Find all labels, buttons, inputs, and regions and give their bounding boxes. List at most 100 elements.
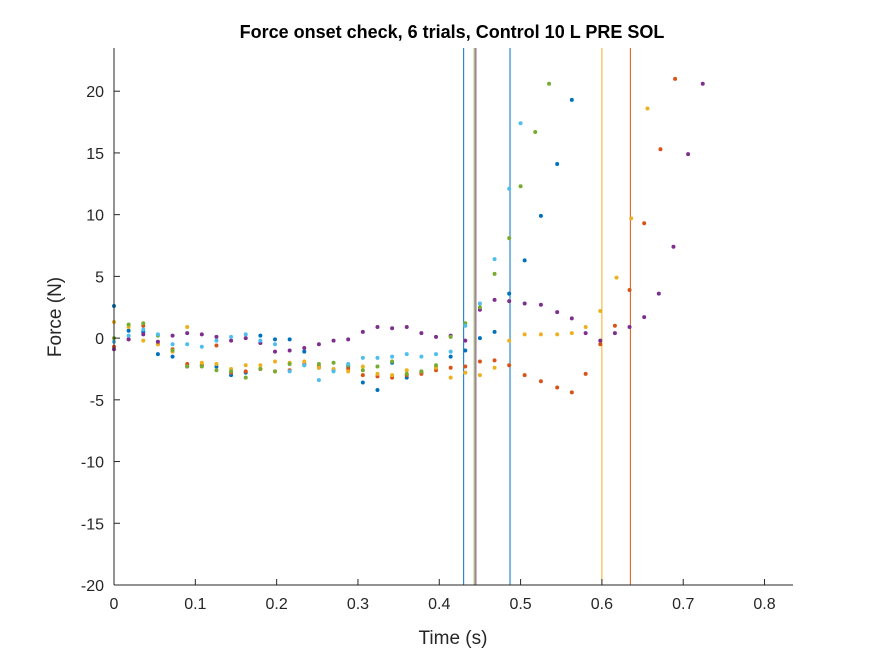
data-point xyxy=(533,129,538,134)
data-point xyxy=(170,342,175,347)
data-point xyxy=(522,301,527,306)
data-point xyxy=(538,302,543,307)
data-point xyxy=(612,331,617,336)
data-points-layer xyxy=(112,76,705,395)
data-point xyxy=(214,334,219,339)
data-point xyxy=(302,345,307,350)
data-point xyxy=(141,338,146,343)
data-point xyxy=(287,369,292,374)
data-point xyxy=(199,360,204,365)
data-point xyxy=(375,371,380,376)
data-point xyxy=(346,337,351,342)
data-point xyxy=(477,359,482,364)
data-point xyxy=(404,371,409,376)
y-tick-label: -5 xyxy=(90,393,104,410)
data-point xyxy=(155,339,160,344)
data-point xyxy=(273,359,278,364)
data-point xyxy=(346,369,351,374)
data-point xyxy=(141,327,146,332)
data-point xyxy=(243,332,248,337)
data-point xyxy=(507,291,512,296)
data-point xyxy=(507,363,512,368)
data-point xyxy=(477,301,482,306)
data-point xyxy=(598,342,603,347)
data-point xyxy=(360,355,365,360)
axes-layer xyxy=(113,48,793,586)
x-tick-label: 0.7 xyxy=(672,596,694,613)
data-point xyxy=(522,332,527,337)
data-point xyxy=(258,366,263,371)
data-point xyxy=(214,362,219,367)
data-point xyxy=(492,358,497,363)
y-tick-label: 15 xyxy=(86,146,104,163)
y-tick-label: -15 xyxy=(81,516,104,533)
data-point xyxy=(598,308,603,313)
x-tick-label: 0.4 xyxy=(428,596,450,613)
data-point xyxy=(538,379,543,384)
x-tick-label: 0.3 xyxy=(347,596,369,613)
data-point xyxy=(419,369,424,374)
series-4 xyxy=(112,81,705,354)
data-point xyxy=(229,334,234,339)
data-point xyxy=(522,373,527,378)
data-point xyxy=(583,324,588,329)
y-tick-label: 5 xyxy=(95,269,104,286)
data-point xyxy=(185,331,190,336)
data-point xyxy=(463,348,468,353)
data-point xyxy=(360,368,365,373)
data-point xyxy=(360,364,365,369)
data-point xyxy=(434,352,439,357)
data-point xyxy=(316,362,321,367)
data-point xyxy=(583,371,588,376)
data-point xyxy=(463,364,468,369)
data-point xyxy=(390,326,395,331)
data-point xyxy=(302,363,307,368)
x-tick-label: 0.8 xyxy=(753,596,775,613)
data-point xyxy=(390,373,395,378)
x-tick-label: 0 xyxy=(110,596,119,613)
data-point xyxy=(492,329,497,334)
data-point xyxy=(390,354,395,359)
data-point xyxy=(434,334,439,339)
y-tick-label: -10 xyxy=(81,455,104,472)
data-point xyxy=(126,333,131,338)
x-tick-label: 0.1 xyxy=(184,596,206,613)
data-point xyxy=(448,375,453,380)
data-point xyxy=(126,328,131,333)
data-point xyxy=(555,385,560,390)
data-point xyxy=(448,354,453,359)
data-point xyxy=(434,363,439,368)
data-point xyxy=(155,332,160,337)
data-point xyxy=(477,373,482,378)
data-point xyxy=(492,271,497,276)
data-point xyxy=(583,331,588,336)
data-point xyxy=(170,354,175,359)
data-point xyxy=(547,81,552,86)
data-point xyxy=(477,305,482,310)
data-point xyxy=(522,258,527,263)
data-point xyxy=(507,236,512,241)
data-point xyxy=(404,368,409,373)
data-point xyxy=(612,323,617,328)
plot-area xyxy=(114,48,793,585)
data-point xyxy=(375,324,380,329)
data-point xyxy=(243,363,248,368)
data-point xyxy=(243,369,248,374)
data-point xyxy=(492,257,497,262)
data-point xyxy=(569,97,574,102)
data-point xyxy=(538,213,543,218)
data-point xyxy=(141,321,146,326)
data-point xyxy=(658,147,663,152)
data-point xyxy=(302,349,307,354)
data-point xyxy=(629,216,634,221)
data-point xyxy=(569,331,574,336)
data-point xyxy=(346,362,351,367)
data-point xyxy=(463,323,468,328)
data-point xyxy=(199,364,204,369)
data-point xyxy=(700,81,705,86)
data-point xyxy=(507,338,512,343)
data-point xyxy=(390,359,395,364)
data-point xyxy=(569,316,574,321)
data-point xyxy=(302,359,307,364)
